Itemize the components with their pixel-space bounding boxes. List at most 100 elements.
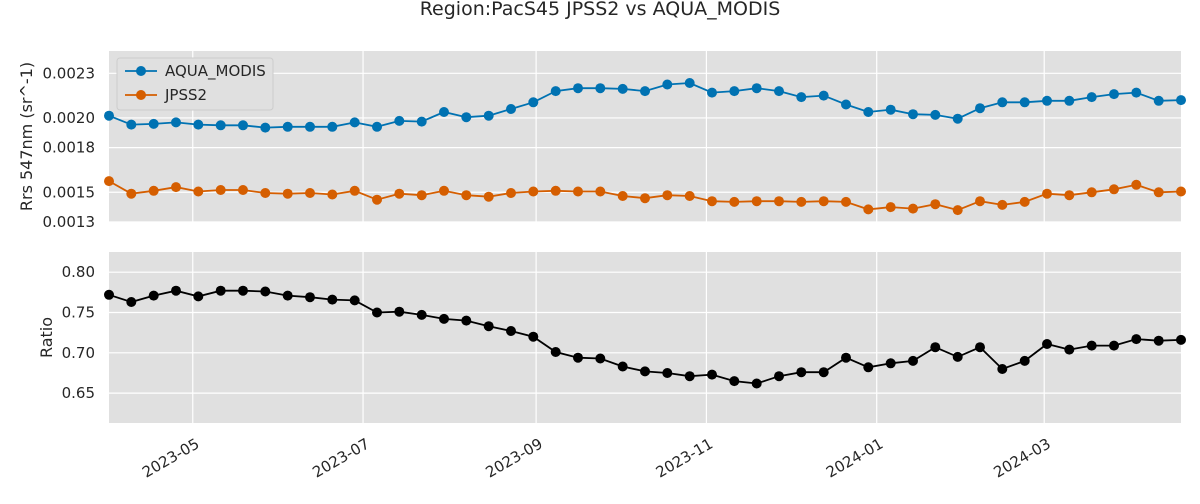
top-data-point-0 [416,116,427,127]
ratio-data-point-0 [126,297,137,307]
top-data-point-1 [729,196,740,207]
ratio-y-axis-label: Ratio [37,317,56,358]
top-data-point-0 [1064,95,1075,106]
ratio-data-point-0 [1064,344,1075,355]
top-data-point-0 [148,118,159,129]
top-panel: 0.0013 0.0015 0.0018 0.0020 0.0023 Rrs 547nm … [17,51,1186,231]
ratio-data-point-0 [573,352,583,363]
ratio-data-point-0 [528,331,539,342]
top-data-point-0 [193,119,204,130]
ratio-y-tick-label: 0.70 [62,344,95,362]
top-data-point-0 [171,117,181,128]
legend-swatch-marker [136,66,146,76]
top-data-point-1 [238,185,248,195]
top-data-point-0 [550,86,561,97]
ratio-data-point-0 [617,361,628,372]
top-data-point-1 [751,196,762,207]
top-data-point-1 [461,190,472,201]
top-data-point-0 [818,90,829,101]
ratio-data-point-0 [1042,339,1052,349]
top-data-point-0 [1153,95,1164,106]
ratio-data-point-0 [1019,355,1030,366]
top-y-tick-label: 0.0013 [43,213,96,231]
top-data-point-0 [104,110,114,121]
top-data-point-1 [1064,190,1075,201]
top-data-point-1 [1109,184,1119,195]
ratio-data-point-0 [1153,335,1164,346]
top-data-point-0 [595,83,606,94]
ratio-data-point-0 [818,367,829,378]
top-data-point-1 [952,205,963,216]
top-data-point-1 [126,188,137,199]
ratio-data-point-0 [841,352,851,363]
ratio-data-point-0 [1131,334,1142,345]
top-y-axis-label: Rrs 547nm (sr^-1) [17,62,36,211]
ratio-data-point-0 [439,313,449,324]
x-tick-label: 2023-07 [309,435,372,482]
top-data-point-0 [684,78,695,88]
top-data-point-1 [1153,187,1164,198]
top-y-tick-label: 0.0020 [43,109,96,127]
top-data-point-0 [729,86,740,97]
top-data-point-1 [506,188,516,198]
top-data-point-0 [617,83,628,94]
top-data-point-1 [707,196,717,207]
top-data-point-0 [238,120,248,131]
ratio-data-point-0 [997,364,1008,374]
top-data-point-1 [416,190,427,201]
top-data-point-0 [1131,87,1142,98]
ratio-data-point-0 [171,285,181,296]
top-data-point-1 [550,185,561,196]
top-data-point-1 [930,199,941,210]
top-data-point-1 [528,186,539,197]
ratio-data-point-0 [416,309,427,320]
top-data-point-1 [193,186,204,197]
ratio-data-point-0 [662,368,673,378]
ratio-data-point-0 [327,294,338,305]
top-data-point-1 [863,204,874,215]
ratio-data-point-0 [305,292,315,303]
top-data-point-0 [528,97,539,108]
ratio-data-point-0 [349,295,360,306]
ratio-data-point-0 [707,369,717,380]
top-y-tick-label: 0.0015 [43,183,96,201]
ratio-data-point-0 [104,289,114,300]
top-data-point-1 [774,196,784,207]
top-data-point-1 [104,176,114,187]
top-data-point-0 [707,87,717,98]
x-tick-label: 2023-11 [653,435,716,482]
ratio-data-point-0 [640,366,650,377]
legend-entry-label: JPSS2 [164,86,207,104]
ratio-data-point-0 [952,351,963,362]
top-data-point-1 [305,188,315,198]
top-data-point-0 [126,119,137,130]
ratio-plot-background [109,252,1181,423]
top-data-point-0 [863,107,874,117]
top-data-point-0 [349,117,360,128]
ratio-data-point-0 [394,306,405,317]
top-data-point-0 [930,109,941,120]
top-data-point-0 [952,113,963,124]
legend-swatch-marker [136,90,146,100]
top-data-point-1 [617,191,628,201]
top-data-point-1 [684,191,695,201]
ratio-data-point-0 [260,286,271,297]
ratio-data-point-0 [684,371,695,382]
top-data-point-0 [975,103,985,114]
top-data-point-1 [327,189,338,200]
top-data-point-1 [1131,179,1142,190]
top-data-point-0 [215,120,226,131]
top-data-point-1 [439,185,449,196]
top-data-point-1 [148,185,159,196]
top-data-point-0 [751,83,762,94]
top-data-point-0 [796,92,807,103]
top-data-point-0 [439,107,449,117]
top-data-point-1 [1019,196,1030,207]
ratio-data-point-0 [1176,334,1186,345]
x-tick-label: 2023-05 [139,435,202,482]
top-data-point-0 [461,112,472,123]
ratio-data-point-0 [751,378,762,389]
ratio-data-point-0 [595,353,606,364]
ratio-data-point-0 [796,367,807,378]
